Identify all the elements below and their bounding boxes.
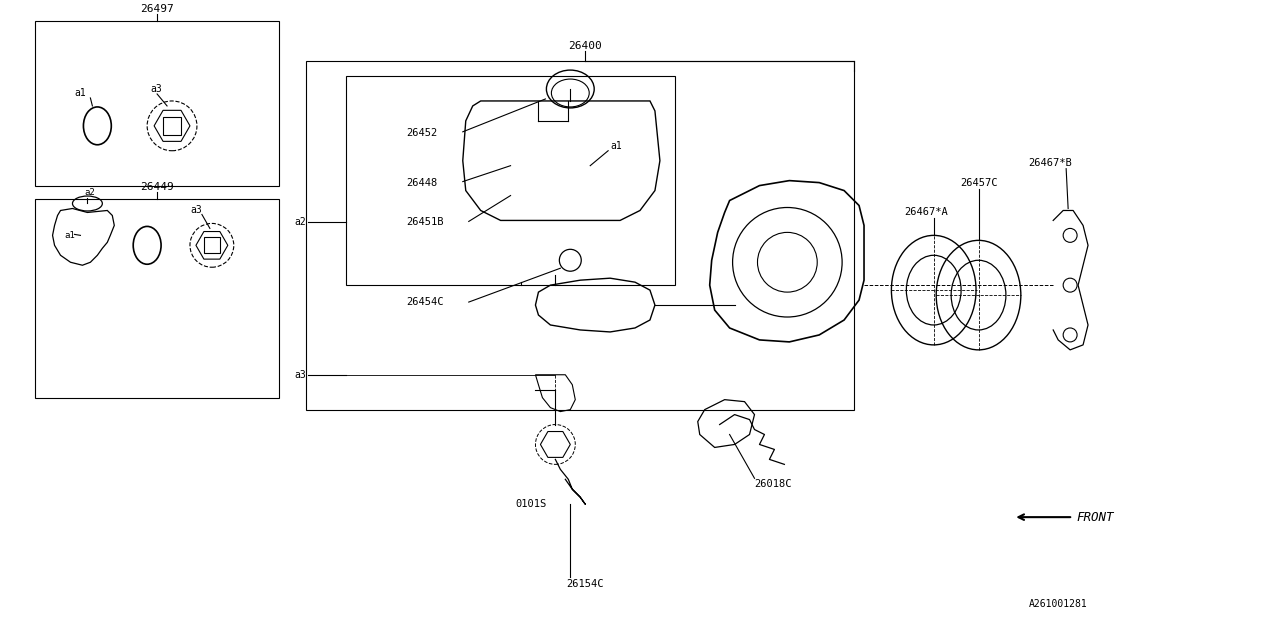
Text: a1: a1 xyxy=(74,88,86,98)
Text: 26448: 26448 xyxy=(406,177,438,188)
Text: 26457C: 26457C xyxy=(960,177,998,188)
Text: a1: a1 xyxy=(611,141,622,151)
Text: 26154C: 26154C xyxy=(567,579,604,589)
Text: 26451B: 26451B xyxy=(406,218,443,227)
Text: 26467*B: 26467*B xyxy=(1028,157,1073,168)
Polygon shape xyxy=(196,232,228,259)
Bar xyxy=(347,76,675,285)
Text: 26400: 26400 xyxy=(568,41,602,51)
Text: 26018C: 26018C xyxy=(754,479,792,490)
Text: a2: a2 xyxy=(84,188,95,197)
Text: 26452: 26452 xyxy=(406,128,438,138)
Text: 26454C: 26454C xyxy=(406,297,443,307)
Polygon shape xyxy=(154,110,189,141)
Text: FRONT: FRONT xyxy=(1076,511,1114,524)
Bar xyxy=(35,198,279,397)
Text: 26449: 26449 xyxy=(141,182,174,191)
Text: 26467*A: 26467*A xyxy=(904,207,947,218)
Text: a3: a3 xyxy=(150,84,161,94)
Bar xyxy=(35,21,279,186)
Bar xyxy=(306,61,854,410)
Text: a2: a2 xyxy=(294,218,306,227)
Text: 0101S: 0101S xyxy=(516,499,547,509)
Text: A261001281: A261001281 xyxy=(1029,599,1088,609)
Text: a3: a3 xyxy=(294,370,306,380)
Polygon shape xyxy=(540,431,571,458)
Text: a1: a1 xyxy=(64,231,76,240)
Text: 26497: 26497 xyxy=(141,4,174,14)
Text: a3: a3 xyxy=(189,205,202,216)
